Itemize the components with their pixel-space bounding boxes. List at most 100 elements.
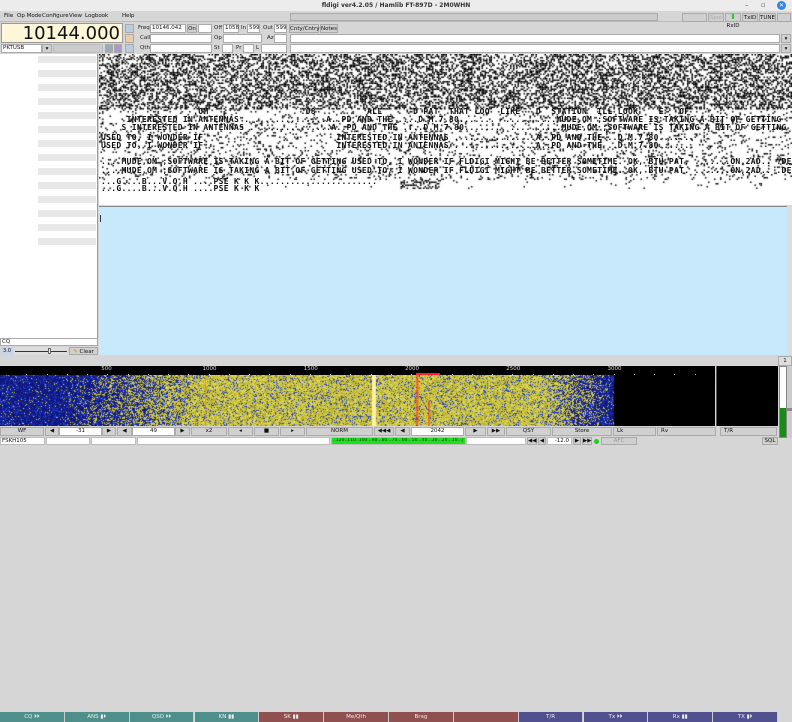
locator-field[interactable] — [261, 44, 287, 53]
st-field[interactable] — [222, 44, 233, 53]
macro-button-6[interactable]: Me/Qth — [324, 712, 389, 722]
macro-set-button[interactable]: 1 — [778, 356, 792, 366]
macro-button-8[interactable] — [453, 712, 519, 722]
clear-button[interactable]: ✎ Clear — [69, 347, 98, 355]
browser-row[interactable] — [38, 112, 96, 119]
macro-button-1[interactable]: CQ ⏵⏵ — [0, 712, 65, 722]
cnty-button[interactable]: Cnty/Cntry — [289, 24, 320, 33]
browser-row[interactable] — [38, 126, 96, 133]
txid-toggle[interactable]: TxID — [742, 13, 758, 22]
browser-row[interactable] — [38, 168, 96, 175]
receive-text-area[interactable]: .OM .08 ALL D PAT THAT LOO LIKE D STATIO… — [99, 54, 792, 205]
log-clear-icon[interactable] — [125, 34, 134, 43]
browser-row[interactable] — [38, 154, 96, 161]
browser-slider[interactable] — [14, 347, 68, 355]
browser-row[interactable] — [38, 224, 96, 231]
rig-config-icon[interactable] — [114, 44, 122, 53]
spot-toggle[interactable]: Spot — [708, 13, 724, 22]
menu-file[interactable]: File — [4, 13, 14, 19]
pr-field[interactable] — [243, 44, 254, 53]
store-button[interactable]: Store — [552, 427, 612, 436]
ref-down-button[interactable]: ◀ — [45, 427, 59, 436]
transmit-text-area[interactable] — [99, 206, 792, 355]
notes-field-1[interactable] — [290, 34, 780, 43]
tune-toggle[interactable]: TUNE — [759, 13, 776, 22]
sql-fast-up-button[interactable]: ▶▶ — [582, 437, 592, 445]
log-lookup-icon[interactable] — [125, 44, 134, 53]
carrier-freq-field[interactable]: 2042 — [411, 427, 464, 436]
on-field[interactable] — [198, 24, 212, 33]
rst-out-field[interactable]: 599 — [274, 24, 287, 33]
browser-row[interactable] — [38, 140, 96, 147]
range-down-button[interactable]: ◀ — [117, 427, 132, 436]
pan-right-button[interactable]: ▸ — [280, 427, 305, 436]
az-field[interactable] — [274, 34, 287, 43]
macro-button-7[interactable]: Brag — [389, 712, 454, 722]
maximize-button[interactable]: ▫ — [761, 1, 766, 9]
rig-icon[interactable] — [105, 44, 113, 53]
zoom-button[interactable]: x2 — [191, 427, 227, 436]
macro-button-10[interactable]: Tx ⏵⏵ — [583, 712, 649, 722]
sql-up-button[interactable]: ▶ — [573, 437, 581, 445]
reverse-toggle[interactable]: Rv — [657, 427, 716, 436]
wf-mode-button[interactable]: WF — [0, 427, 44, 436]
menu-help[interactable]: Help — [122, 13, 135, 19]
mode-dropdown-icon[interactable]: ▾ — [42, 44, 52, 53]
call-field[interactable] — [150, 34, 212, 43]
macro-button-4[interactable]: KN ▮▮ — [194, 712, 260, 722]
macro-button-5[interactable]: SK ▮▮ — [259, 712, 325, 722]
browser-search-input[interactable]: CQ — [0, 338, 98, 346]
freq-fast-down-button[interactable]: ◀◀◀ — [374, 427, 394, 436]
close-button[interactable]: ✕ — [777, 1, 786, 10]
sql-fast-down-button[interactable]: ◀◀ — [527, 437, 537, 445]
range-field[interactable]: 49 — [132, 427, 175, 436]
bandwidth-select[interactable] — [53, 44, 103, 53]
macro-button-2[interactable]: ANS ▮⏵ — [64, 712, 130, 722]
mode-select[interactable]: PKTUSB — [1, 44, 42, 53]
tx-scrollbar[interactable] — [787, 206, 792, 355]
rxid-toggle[interactable]: RxID — [725, 13, 741, 29]
notes-field-2[interactable] — [290, 44, 780, 53]
browser-row[interactable] — [38, 84, 96, 91]
macro-button-12[interactable]: TX ▮⏵ — [713, 712, 778, 722]
notes-button[interactable]: Notes — [320, 24, 338, 33]
frequency-display[interactable]: 10144.000 — [1, 23, 123, 43]
blank-button-2[interactable] — [777, 13, 791, 22]
center-button[interactable]: ■ — [254, 427, 279, 436]
off-field[interactable]: 1058 — [223, 24, 239, 33]
macro-button-9[interactable]: T/R — [518, 712, 584, 722]
browser-row[interactable] — [38, 56, 96, 63]
sql-toggle[interactable]: SQL — [762, 437, 778, 445]
browser-row[interactable] — [38, 210, 96, 217]
squelch-handle[interactable] — [787, 408, 792, 411]
pan-left-button[interactable]: ◂ — [228, 427, 253, 436]
macro-button-11[interactable]: Rx ▮▮ — [648, 712, 714, 722]
freq-fast-up-button[interactable]: ▶▶ — [487, 427, 505, 436]
menu-view[interactable]: View — [69, 13, 83, 19]
blank-button[interactable] — [682, 13, 707, 22]
waterfall-scale[interactable]: 500 1000 1500 2000 2500 3000 — [0, 366, 716, 377]
squelch-slider[interactable] — [787, 366, 792, 438]
signal-browser[interactable] — [0, 54, 98, 338]
qth-field[interactable] — [150, 44, 212, 53]
speed-button[interactable]: NORM — [306, 427, 373, 436]
dropdown-icon[interactable]: ▾ — [781, 34, 791, 43]
mode-status[interactable]: FSKH105 — [0, 437, 45, 445]
browser-row[interactable] — [38, 238, 96, 245]
afc-toggle[interactable]: AFC — [601, 437, 637, 445]
qsy-button[interactable]: QSY — [506, 427, 551, 436]
cursor-bandwidth-marker[interactable] — [415, 373, 440, 375]
slider-handle[interactable] — [48, 348, 51, 354]
log-save-icon[interactable] — [125, 24, 134, 33]
menu-logbook[interactable]: Logbook — [85, 13, 109, 19]
ref-level-field[interactable]: -31 — [59, 427, 102, 436]
waterfall[interactable] — [0, 375, 715, 426]
macro-button-3[interactable]: QSO ⏵⏵ — [129, 712, 195, 722]
browser-row[interactable] — [38, 196, 96, 203]
freq-field[interactable]: 10146.042 — [150, 24, 186, 33]
range-up-button[interactable]: ▶ — [175, 427, 190, 436]
squelch-value[interactable]: -12.0 — [547, 437, 572, 445]
on-button[interactable]: On — [187, 24, 197, 33]
tr-toggle[interactable]: T/R — [720, 427, 777, 436]
ref-up-button[interactable]: ▶ — [102, 427, 116, 436]
